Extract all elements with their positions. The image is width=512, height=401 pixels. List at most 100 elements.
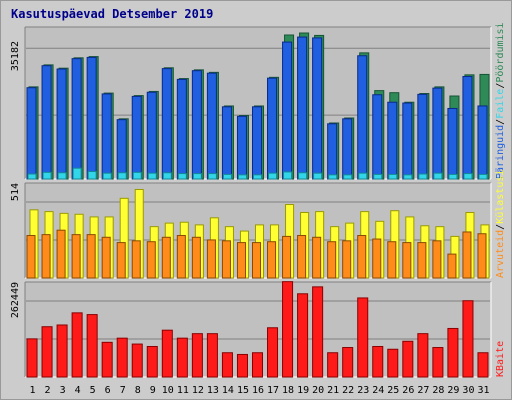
x-tick-26: 26	[402, 385, 414, 396]
bar-files-4	[72, 167, 82, 180]
bar-pages-7	[116, 119, 127, 180]
bar-kbytes-20	[312, 286, 324, 378]
bar-pages-17	[267, 77, 278, 180]
bar-pages-9	[146, 91, 157, 180]
bar-kbytes-21	[327, 352, 339, 378]
bar-kbytes-17	[267, 327, 279, 378]
x-tick-10: 10	[162, 385, 174, 396]
bar-files-19	[298, 172, 308, 180]
x-tick-25: 25	[387, 385, 399, 396]
bar-files-16	[252, 174, 263, 180]
bar-files-1	[27, 173, 37, 180]
x-tick-13: 13	[207, 385, 219, 396]
bar-pages-13	[206, 72, 217, 180]
bar-files-11	[177, 173, 187, 180]
legend-label-sites: Arvuteid	[495, 230, 506, 278]
bar-pages-6	[101, 93, 112, 180]
bar-files-13	[207, 173, 217, 180]
x-tick-14: 14	[222, 385, 234, 396]
bar-pages-26	[402, 102, 413, 180]
bar-files-22	[343, 174, 353, 180]
bar-kbytes-28	[432, 347, 444, 378]
bar-sites-4	[71, 234, 81, 279]
x-tick-29: 29	[447, 385, 459, 396]
bar-sites-19	[297, 235, 307, 279]
bar-sites-30	[462, 231, 472, 279]
y-max-bottom: 262449	[10, 282, 21, 318]
bar-files-10	[162, 172, 172, 180]
x-tick-5: 5	[90, 385, 96, 396]
x-tick-31: 31	[477, 385, 489, 396]
bar-sites-22	[342, 240, 352, 279]
bar-kbytes-12	[191, 333, 203, 378]
bar-files-14	[222, 173, 232, 180]
bar-pages-29	[447, 107, 458, 180]
bar-kbytes-18	[282, 281, 294, 378]
bar-sites-20	[312, 236, 322, 279]
bar-pages-28	[432, 87, 443, 180]
bar-kbytes-16	[251, 352, 264, 378]
bar-files-7	[117, 172, 127, 180]
legend-label-visits: Külastusi	[495, 170, 506, 224]
bar-files-28	[433, 172, 443, 180]
legend-bottom: KBaite	[495, 341, 506, 377]
bar-files-31	[478, 173, 488, 180]
bar-sites-26	[402, 242, 412, 279]
bar-sites-24	[372, 238, 382, 279]
chart-title: Kasutuspäevad Detsember 2019	[11, 7, 213, 21]
bar-sites-21	[327, 241, 337, 279]
bar-kbytes-3	[56, 324, 68, 378]
x-tick-24: 24	[372, 385, 384, 396]
x-tick-11: 11	[177, 385, 189, 396]
bar-sites-31	[477, 233, 487, 279]
bar-sites-15	[236, 242, 246, 279]
legend-label-hits: Pöördumisi	[495, 22, 506, 82]
x-tick-3: 3	[60, 385, 66, 396]
x-tick-17: 17	[267, 385, 279, 396]
bar-kbytes-2	[41, 326, 53, 378]
bar-pages-2	[41, 65, 52, 180]
legend-middle: Arvuteid/Külastusi	[495, 170, 506, 278]
bar-sites-16	[251, 242, 262, 279]
bar-pages-18	[282, 41, 293, 180]
bar-files-21	[328, 174, 338, 180]
bar-kbytes-13	[206, 333, 218, 378]
bar-files-6	[102, 172, 112, 180]
bar-pages-21	[327, 123, 338, 180]
bar-files-20	[313, 172, 323, 180]
bar-sites-27	[417, 242, 427, 279]
bar-pages-20	[312, 37, 323, 180]
bar-files-27	[418, 173, 428, 180]
x-tick-8: 8	[135, 385, 141, 396]
bar-kbytes-14	[221, 352, 233, 378]
x-tick-15: 15	[237, 385, 249, 396]
bar-sites-6	[101, 236, 111, 279]
bar-pages-27	[417, 93, 428, 180]
bar-kbytes-19	[297, 293, 309, 378]
x-tick-28: 28	[432, 385, 444, 396]
bar-sites-17	[267, 241, 277, 279]
legend-separator: /	[495, 83, 506, 89]
bar-sites-5	[86, 234, 96, 279]
legend-separator: /	[495, 119, 506, 125]
bar-kbytes-22	[342, 347, 354, 378]
bar-pages-10	[161, 68, 172, 180]
bar-files-8	[132, 171, 142, 180]
bar-pages-11	[176, 78, 187, 180]
bar-pages-24	[372, 94, 383, 180]
bar-kbytes-31	[477, 352, 489, 378]
bar-pages-31	[477, 105, 488, 180]
bar-kbytes-23	[357, 297, 369, 378]
bar-kbytes-6	[101, 341, 113, 378]
bar-pages-5	[86, 56, 97, 180]
bar-files-25	[388, 173, 398, 180]
bar-sites-8	[131, 240, 141, 279]
x-tick-22: 22	[342, 385, 354, 396]
bar-sites-13	[206, 239, 216, 279]
bar-kbytes-15	[236, 353, 248, 378]
bar-pages-30	[462, 75, 473, 180]
bar-sites-14	[221, 240, 231, 279]
x-tick-6: 6	[105, 385, 111, 396]
bar-files-3	[57, 172, 67, 180]
